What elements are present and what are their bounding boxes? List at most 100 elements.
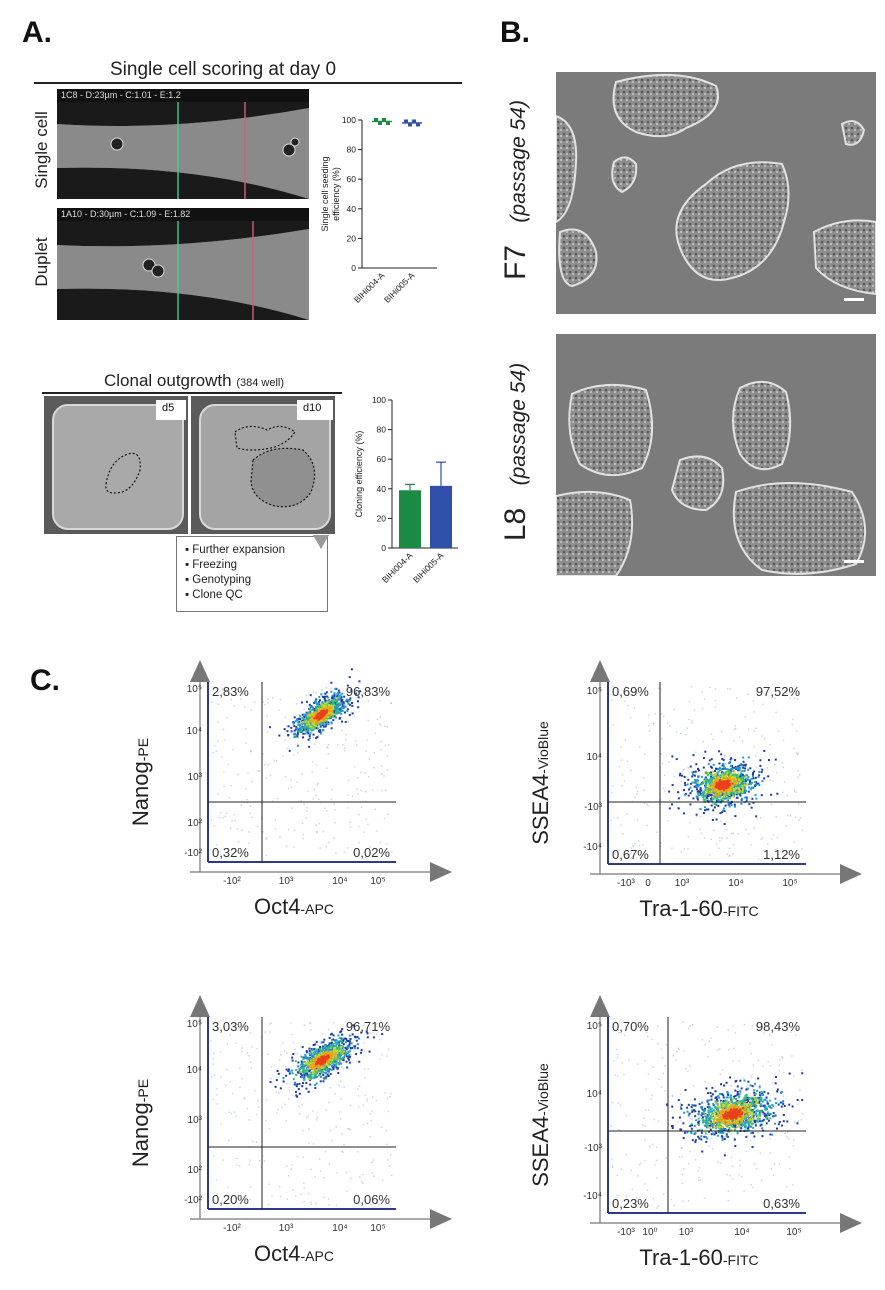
y-tick-label: 40 xyxy=(377,484,387,494)
y-tick-label: 10² xyxy=(188,818,203,829)
l8-label: L8 (passage 54) xyxy=(499,363,533,541)
f7-name: F7 xyxy=(499,244,532,280)
event-cloud xyxy=(210,1021,393,1206)
step-item: ▪ Further expansion xyxy=(185,544,285,556)
data-point xyxy=(382,118,386,122)
x-tick-label: 10³ xyxy=(679,1227,694,1238)
y-tick-label: 40 xyxy=(347,204,357,214)
y-tick-label: 100 xyxy=(372,395,386,405)
bar xyxy=(399,490,421,548)
panel-c-letter: C. xyxy=(30,664,60,697)
event-cloud xyxy=(210,668,393,859)
y-tick-label: 10³ xyxy=(188,772,203,783)
y-tick-label: 0 xyxy=(381,543,386,553)
x-tick-label: 10³ xyxy=(279,876,294,887)
y-tick-label: 10⁴ xyxy=(187,1065,202,1076)
x-tick-label: -10³ xyxy=(617,878,635,889)
quadrant-ur-label: 96,71% xyxy=(346,1019,391,1034)
flow-plot-oct4-nanog-2: 3,03% 96,71% 0,20% 0,06% -10² 10³ 10⁴ 10⁵ 10⁵ 10⁴… xyxy=(128,995,452,1266)
x-tick-label: -10² xyxy=(223,1223,241,1234)
quadrant-ll-label: 0,20% xyxy=(212,1192,249,1207)
well-image-d5: d5 xyxy=(44,396,188,534)
y-tick-label: 10⁵ xyxy=(187,684,202,695)
y-tick-label: 20 xyxy=(377,513,387,523)
y-tick-label: 10⁵ xyxy=(587,1021,602,1032)
l8-name: L8 xyxy=(499,507,532,542)
y-axis-label: Single cell seedingefficiency (%) xyxy=(320,156,341,231)
cloning-efficiency-chart: 0 20 40 60 80 100 Cloning efficiency (%) BIHi00… xyxy=(354,395,458,585)
flow-plot-tra160-ssea4-1: 0,69% 97,52% 0,67% 1,12% -10³ 0 10³ 10⁴ 10⁵ 10⁵ 10… xyxy=(528,660,862,921)
y-tick-label: 10⁵ xyxy=(187,1019,202,1030)
x-tick-label: -10² xyxy=(223,876,241,887)
step-item: ▪ Clone QC xyxy=(185,589,243,601)
x-tick-label: 10³ xyxy=(675,878,690,889)
data-point xyxy=(404,119,408,124)
single-cell-caption: 1C8 - D:23µm - C:1.01 - E:1.2 xyxy=(61,90,181,100)
y-axis-title: SSEA4-VioBlue xyxy=(528,1063,553,1187)
y-axis-title: Nanog-PE xyxy=(128,738,153,826)
y-tick-label: -10² xyxy=(184,1195,202,1206)
x-tick-label: 10⁵ xyxy=(782,878,797,889)
scoring-title: Single cell scoring at day 0 xyxy=(110,59,337,80)
x-tick-label: 10⁰ xyxy=(642,1227,657,1238)
single-cell-row-label: Single cell xyxy=(32,111,51,189)
channel-drawing xyxy=(57,102,309,199)
y-tick-label: -10² xyxy=(184,848,202,859)
y-axis-title: Nanog-PE xyxy=(128,1079,153,1167)
outgrowth-subtitle: (384 well) xyxy=(236,377,284,389)
f7-colony-micrograph xyxy=(556,72,876,314)
event-cloud xyxy=(610,686,804,860)
y-axis-arrow-icon xyxy=(190,660,210,682)
next-steps-list: ▪ Further expansion ▪ Freezing ▪ Genotyp… xyxy=(185,543,285,603)
well-d10-label: d10 xyxy=(303,402,322,414)
x-axis-arrow-icon xyxy=(840,1213,862,1233)
y-axis-title: SSEA4-VioBlue xyxy=(528,721,553,845)
x-axis-title: Tra-1-60-FITC xyxy=(639,1245,758,1270)
quadrant-ul-label: 3,03% xyxy=(212,1019,249,1034)
quadrant-ll-label: 0,67% xyxy=(612,847,649,862)
down-arrow-icon xyxy=(313,535,329,549)
scoring-title-rule xyxy=(34,82,462,84)
x-tick-label: -10³ xyxy=(617,1227,635,1238)
x-axis-arrow-icon xyxy=(430,1209,452,1229)
x-tick-label: 10⁴ xyxy=(734,1227,749,1238)
well-d5-label: d5 xyxy=(162,402,175,414)
panel-b-letter: B. xyxy=(500,16,530,49)
y-tick-label: -10³ xyxy=(584,802,602,813)
data-point xyxy=(408,122,412,127)
quadrant-ur-label: 98,43% xyxy=(756,1019,801,1034)
y-tick-label: 0 xyxy=(351,263,356,273)
outgrowth-rule xyxy=(42,392,342,394)
data-point xyxy=(374,118,378,122)
x-tick-label: 10⁴ xyxy=(728,878,743,889)
quadrant-ul-label: 0,69% xyxy=(612,684,649,699)
y-tick-label: 60 xyxy=(347,174,357,184)
l8-passage: (passage 54) xyxy=(507,362,530,486)
y-tick-label: 10⁴ xyxy=(587,1089,602,1100)
quadrant-ll-label: 0,32% xyxy=(212,845,249,860)
x-axis-title: Oct4-APC xyxy=(254,1241,334,1266)
step-item: ▪ Freezing xyxy=(185,559,238,571)
quadrant-lr-label: 0,63% xyxy=(763,1196,800,1211)
x-tick-label: 0 xyxy=(645,878,651,889)
quadrant-ul-label: 2,83% xyxy=(212,684,249,699)
bar xyxy=(430,485,452,548)
y-tick-label: -10³ xyxy=(584,1143,602,1154)
x-tick-label: 10⁵ xyxy=(370,876,385,887)
next-steps-box: ▪ Further expansion ▪ Freezing ▪ Genotyp… xyxy=(176,535,329,612)
data-point xyxy=(416,122,420,127)
outgrowth-title: Clonal outgrowth (384 well) xyxy=(104,371,284,391)
panel-a-letter: A. xyxy=(22,16,52,49)
data-point xyxy=(378,120,382,125)
y-axis-arrow-icon xyxy=(590,995,610,1017)
category-label: BIHi004-A xyxy=(380,550,415,585)
category-label: BIHi004-A xyxy=(352,270,387,305)
flow-plot-oct4-nanog-1: 2,83% 96,83% 0,32% 0,02% -10² 10³ 10⁴ 10⁵ 10⁵ 10⁴… xyxy=(128,660,452,919)
x-axis-title: Tra-1-60-FITC xyxy=(639,896,758,921)
x-tick-label: 10⁴ xyxy=(332,876,347,887)
y-tick-label: 10⁴ xyxy=(187,726,202,737)
y-axis-label: Cloning efficiency (%) xyxy=(354,431,364,518)
quadrant-lr-label: 1,12% xyxy=(763,847,800,862)
y-axis-arrow-icon xyxy=(190,995,210,1017)
quadrant-ur-label: 96,83% xyxy=(346,684,391,699)
